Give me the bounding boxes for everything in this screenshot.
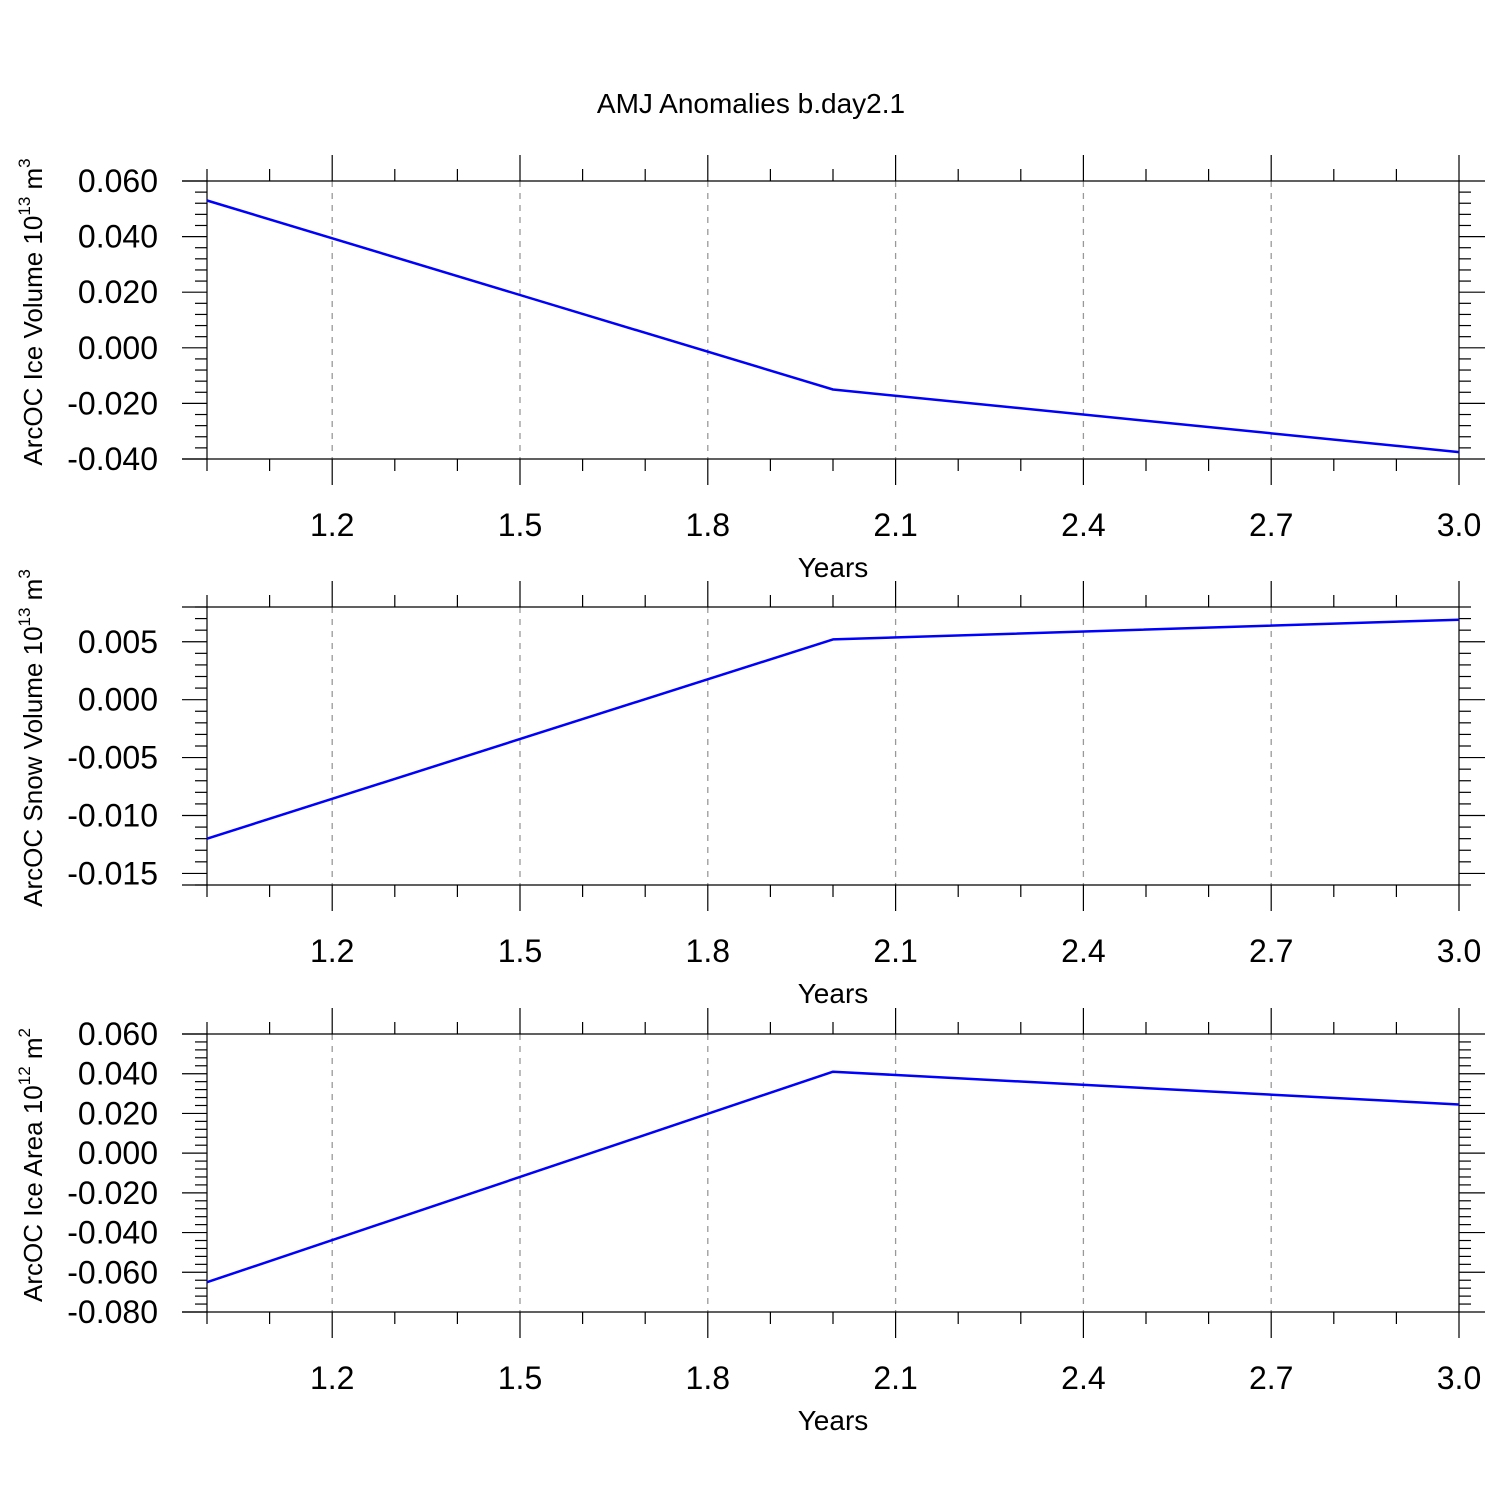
x-tick-label: 2.7 [1249, 507, 1293, 543]
x-tick-label: 1.8 [686, 507, 730, 543]
y-tick-label: 0.040 [78, 219, 158, 255]
y-tick-label: -0.005 [67, 740, 158, 776]
y-tick-label: -0.040 [67, 1215, 158, 1251]
y-tick-label: 0.020 [78, 274, 158, 310]
y-tick-label: 0.000 [78, 682, 158, 718]
x-tick-label: 3.0 [1437, 507, 1481, 543]
series-line [206, 1070, 1460, 1284]
x-tick-label: 1.8 [686, 933, 730, 969]
chart-panel-1: 1.2 1.5 1.8 2.1 2.4 2.7 3.0 0.060 0.040 0.020 0.00… [15, 155, 1485, 583]
x-axis-label: Years [798, 552, 869, 583]
y-tick-label: -0.080 [67, 1294, 158, 1330]
x-tick-label: 1.5 [498, 933, 542, 969]
y-tick-label: 0.040 [78, 1056, 158, 1092]
y-tick-label: -0.020 [67, 385, 158, 421]
panels: 1.2 1.5 1.8 2.1 2.4 2.7 3.00.0600.0400.0200.00… [15, 155, 1485, 1436]
y-axis-label: ArcOC Snow Volume 1013 m3 [15, 569, 48, 907]
y-tick-label: 0.060 [78, 1016, 158, 1052]
y-tick-label: 0.060 [78, 163, 158, 199]
y-axis-label: ArcOC Ice Volume 1013 m3 [15, 158, 48, 465]
x-tick-label: 3.0 [1437, 1360, 1481, 1396]
y-tick-label: 0.020 [78, 1095, 158, 1131]
x-tick-label: 1.2 [310, 507, 354, 543]
x-tick-label: 2.4 [1061, 1360, 1105, 1396]
y-tick-label: 0.000 [78, 330, 158, 366]
x-tick-label: 1.5 [498, 1360, 542, 1396]
x-tick-label: 2.1 [873, 507, 917, 543]
x-tick-label: 2.1 [873, 933, 917, 969]
x-tick-label: 2.4 [1061, 933, 1105, 969]
x-tick-label: 2.1 [873, 1360, 917, 1396]
x-tick-label: 2.7 [1249, 1360, 1293, 1396]
x-tick-label: 1.2 [310, 933, 354, 969]
x-tick-label: 2.4 [1061, 507, 1105, 543]
x-tick-label: 2.7 [1249, 933, 1293, 969]
y-tick-label: -0.060 [67, 1254, 158, 1290]
y-tick-label: -0.010 [67, 798, 158, 834]
x-tick-label: 1.8 [686, 1360, 730, 1396]
x-tick-label: 1.2 [310, 1360, 354, 1396]
y-tick-label: -0.015 [67, 855, 158, 891]
y-axis-label: ArcOC Ice Area 1012 m2 [15, 1028, 48, 1302]
series-line [206, 199, 1460, 454]
y-tick-label: -0.020 [67, 1175, 158, 1211]
chart-title: AMJ Anomalies b.day2.1 [597, 88, 905, 119]
y-tick-label: -0.040 [67, 441, 158, 477]
x-axis-label: Years [798, 1405, 869, 1436]
y-tick-label: 0.005 [78, 624, 158, 660]
x-tick-label: 3.0 [1437, 933, 1481, 969]
x-tick-label: 1.5 [498, 507, 542, 543]
x-axis-label: Years [798, 978, 869, 1009]
chart-panel-2: 1.2 1.5 1.8 2.1 2.4 2.7 3.0 0.005 0.000 -0.005 -0.… [15, 569, 1485, 1009]
y-tick-label: 0.000 [78, 1135, 158, 1171]
series-line [206, 618, 1460, 840]
